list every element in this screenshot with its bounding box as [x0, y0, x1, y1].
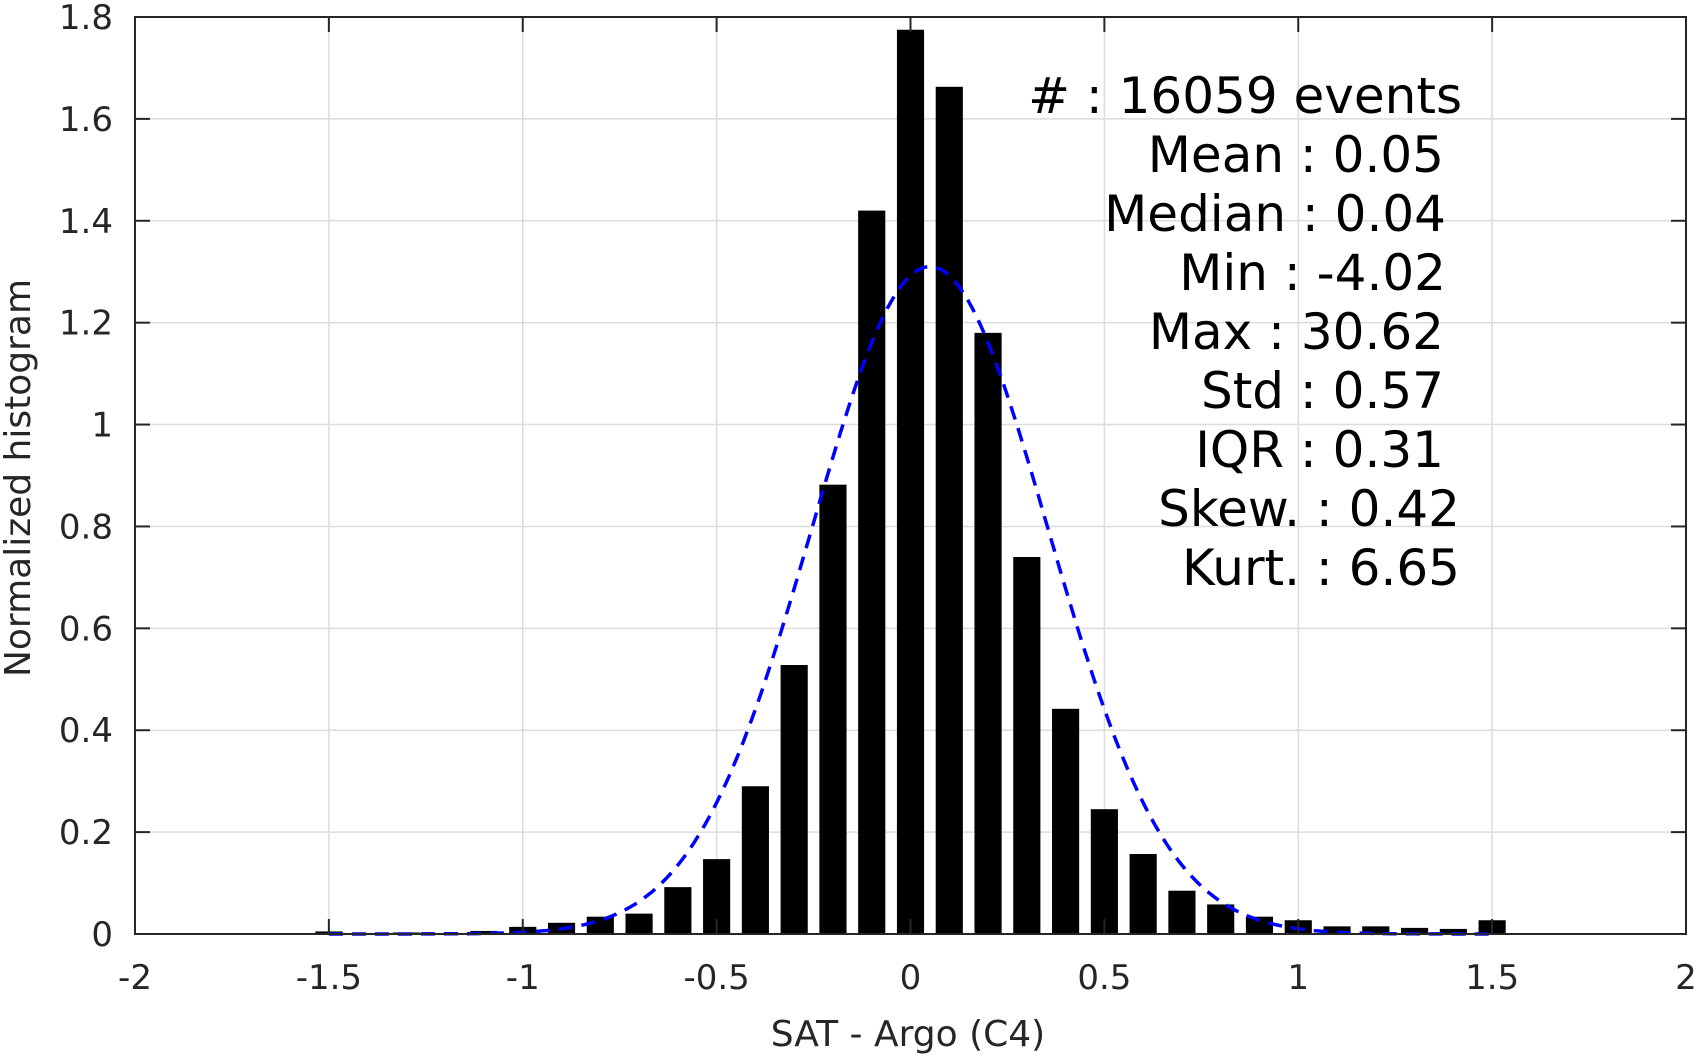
x-tick-label: -2: [118, 958, 152, 998]
x-tick-label: 0: [900, 958, 922, 998]
y-tick-label: 0.4: [59, 711, 113, 751]
y-tick-label: 1.6: [59, 100, 113, 140]
histogram-bar: [586, 916, 614, 934]
stat-line: Max : 30.62: [1149, 303, 1444, 361]
x-axis-title: SAT - Argo (C4): [771, 1014, 1045, 1055]
x-tick-label: 1.5: [1465, 958, 1519, 998]
axes-frame: [134, 16, 1687, 935]
stat-line: IQR : 0.31: [1195, 421, 1444, 479]
stat-line: # : 16059 events: [1028, 67, 1462, 125]
histogram-bar: [1207, 904, 1235, 934]
histogram-bar: [1168, 890, 1196, 934]
histogram-bar: [1362, 926, 1390, 934]
y-tick-label: 1.8: [59, 0, 113, 38]
x-tick-label: -0.5: [683, 958, 749, 998]
x-tick-label: 2: [1675, 958, 1697, 998]
y-tick-label: 0.8: [59, 507, 113, 547]
histogram-bar: [858, 210, 886, 935]
x-tick-label: -1.5: [296, 958, 362, 998]
y-tick-label: 0: [91, 915, 113, 955]
stat-line: Skew. : 0.42: [1158, 480, 1460, 538]
histogram-bar: [470, 930, 498, 934]
histogram-bar: [625, 913, 653, 934]
histogram-bar: [1323, 926, 1351, 934]
histogram-bar: [1052, 708, 1080, 934]
histogram-bar: [1245, 916, 1274, 934]
stat-line: Kurt. : 6.65: [1182, 539, 1460, 597]
stat-line: Std : 0.57: [1201, 362, 1444, 420]
y-axis-title: Normalized histogram: [0, 279, 39, 677]
histogram-bar: [896, 29, 925, 935]
stat-line: Median : 0.04: [1104, 185, 1446, 243]
y-tick-label: 1.4: [59, 202, 113, 242]
histogram-bar: [1129, 854, 1157, 934]
histogram-bar: [741, 786, 769, 934]
stat-line: Mean : 0.05: [1148, 126, 1444, 184]
x-tick-label: 0.5: [1077, 958, 1131, 998]
histogram-bar: [1013, 557, 1041, 934]
y-tick-label: 0.2: [59, 813, 113, 853]
histogram-bar: [664, 887, 692, 934]
y-tick-labels: 0 0.2 0.4 0.6 0.8 1 1.2 1.4 1.6 1.8: [59, 0, 113, 955]
histogram-bar: [974, 332, 1002, 934]
x-tick-label: 1: [1287, 958, 1309, 998]
stat-line: Min : -4.02: [1179, 244, 1446, 302]
y-tick-label: 1: [91, 406, 113, 446]
x-tick-label: -1: [506, 958, 540, 998]
histogram-bar: [1401, 927, 1429, 934]
histogram-bar: [780, 665, 808, 934]
y-tick-label: 1.2: [59, 304, 113, 344]
histogram-bar: [1439, 928, 1467, 934]
y-tick-label: 0.6: [59, 609, 113, 649]
histogram-bars: [315, 29, 1506, 935]
histogram-bar: [935, 86, 963, 935]
histogram-bar: [819, 484, 847, 934]
histogram-bar: [1090, 809, 1118, 934]
x-tick-labels: -2 -1.5 -1 -0.5 0 0.5 1 1.5 2: [118, 958, 1697, 998]
